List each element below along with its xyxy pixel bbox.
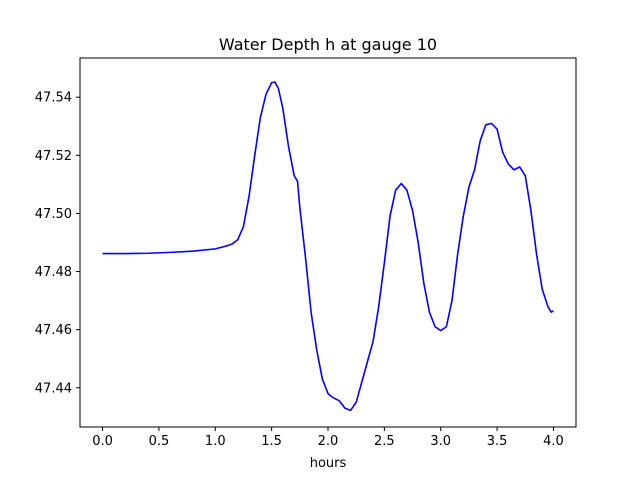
x-tick-label: 4.0 bbox=[543, 434, 564, 449]
y-tick-label: 47.50 bbox=[35, 207, 72, 222]
series-line-0 bbox=[102, 81, 554, 412]
x-tick-label: 0.0 bbox=[92, 434, 113, 449]
y-tick-label: 47.54 bbox=[35, 91, 72, 106]
x-tick-label: 0.5 bbox=[149, 434, 170, 449]
y-tick-label: 47.52 bbox=[35, 149, 72, 164]
x-tick-label: 3.0 bbox=[430, 434, 451, 449]
y-tick-label: 47.44 bbox=[35, 381, 72, 396]
x-tick-label: 3.5 bbox=[487, 434, 508, 449]
x-tick-label: 1.5 bbox=[261, 434, 282, 449]
chart-title: Water Depth h at gauge 10 bbox=[219, 35, 437, 54]
x-tick-label: 2.5 bbox=[374, 434, 395, 449]
y-tick-label: 47.46 bbox=[35, 323, 72, 338]
y-tick-label: 47.48 bbox=[35, 265, 72, 280]
x-tick-label: 1.0 bbox=[205, 434, 226, 449]
x-tick-label: 2.0 bbox=[318, 434, 339, 449]
x-axis-label: hours bbox=[310, 456, 347, 471]
